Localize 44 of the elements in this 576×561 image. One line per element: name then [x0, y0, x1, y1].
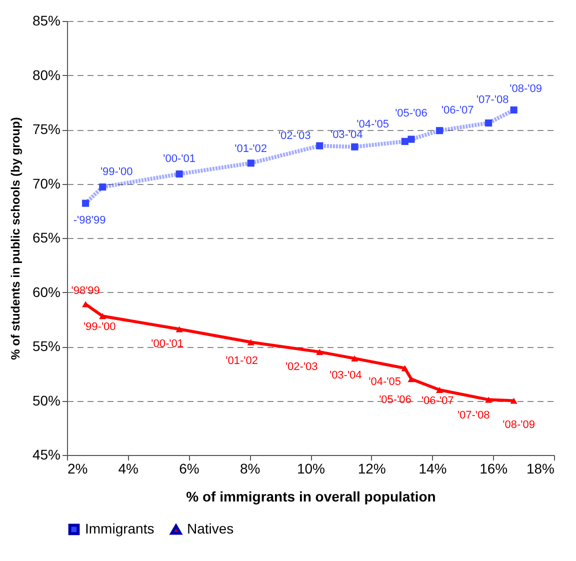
data-label: '03-'04: [330, 128, 363, 141]
data-label: '07-'08: [476, 94, 509, 106]
y-tick-label: 75%: [32, 121, 60, 137]
data-label: '05-'06: [379, 394, 412, 406]
x-tick-label: 4%: [118, 460, 138, 476]
data-label: '00-'01: [151, 338, 184, 350]
data-label: '05-'06: [395, 107, 428, 120]
x-tick-label: 6%: [179, 460, 200, 476]
x-tick-label: 16%: [480, 460, 508, 476]
data-label: '99-'00: [83, 321, 116, 334]
data-label: -'98'99: [73, 214, 106, 226]
data-label: '04-'05: [368, 376, 402, 388]
y-tick-label: 80%: [32, 66, 60, 83]
data-label: '01-'02: [226, 355, 258, 368]
data-label: '04-'05: [356, 118, 390, 130]
data-label: '02-'03: [278, 130, 311, 142]
data-label: '00-'01: [163, 152, 196, 165]
x-tick-label: 10%: [296, 460, 326, 476]
data-label: '02-'03: [285, 360, 318, 373]
y-tick-label: 50%: [32, 392, 60, 408]
data-label: '08-'09: [510, 82, 542, 95]
y-tick-label: 55%: [32, 338, 60, 354]
legend-label: Natives: [187, 520, 234, 537]
data-label: '03-'04: [329, 369, 362, 382]
data-label: '98'99: [71, 285, 100, 298]
y-tick-label: 45%: [32, 446, 60, 462]
y-tick-label: 65%: [32, 230, 60, 246]
y-tick-label: 85%: [32, 12, 60, 28]
x-axis-title: % of immigrants in overall population: [186, 488, 436, 504]
data-label: '06-'07: [421, 394, 454, 407]
data-label: '01-'02: [234, 143, 268, 156]
data-label: '08-'09: [502, 418, 535, 431]
x-tick-label: 8%: [240, 460, 260, 476]
legend-label: Immigrants: [85, 520, 154, 536]
y-tick-label: 70%: [32, 175, 60, 192]
x-tick-label: 14%: [418, 460, 447, 476]
data-label: '07-'08: [457, 410, 490, 422]
x-tick-label: 12%: [358, 460, 386, 476]
data-label: '99-'00: [100, 166, 133, 178]
x-tick-label: 2%: [68, 460, 88, 476]
y-axis-title: % of students in public schools (by group): [8, 117, 22, 360]
data-label: '06-'07: [441, 104, 474, 117]
y-tick-label: 60%: [32, 284, 60, 300]
x-tick-label: 18%: [526, 460, 554, 476]
